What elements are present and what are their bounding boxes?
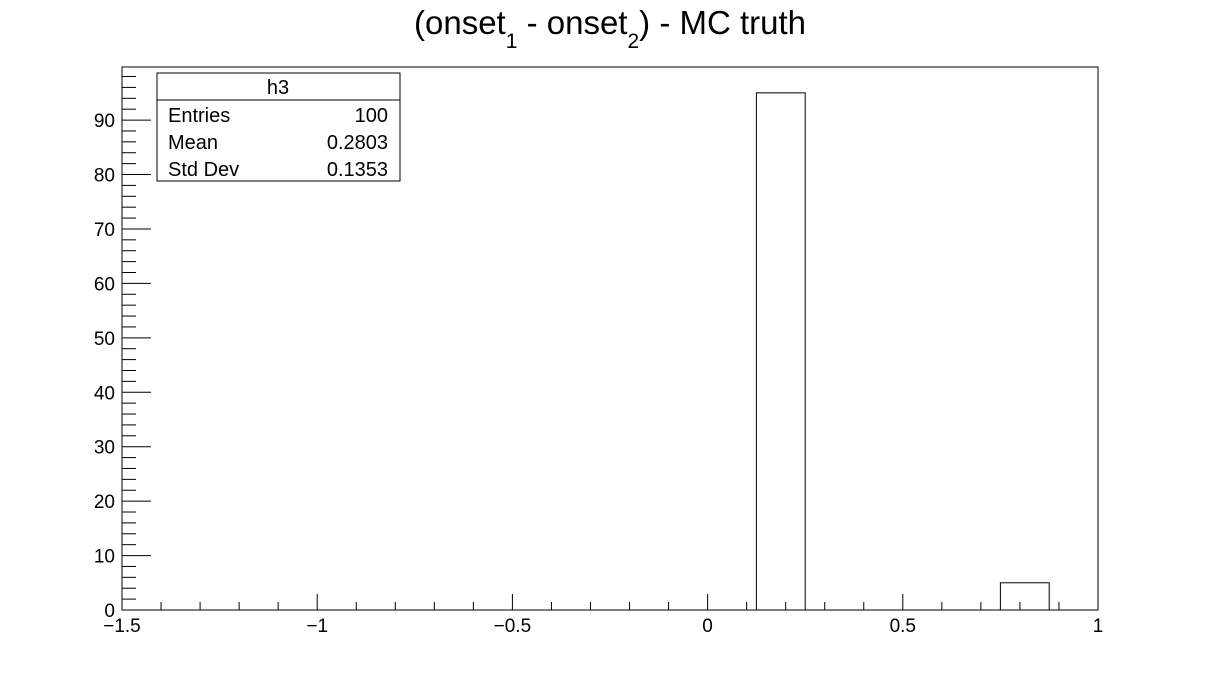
stats-entries-value: 100: [355, 105, 388, 127]
x-tick-label: −1.5: [103, 616, 141, 637]
y-tick-label: 0: [104, 601, 115, 622]
stats-mean-value: 0.2803: [327, 132, 388, 154]
stats-entries-label: Entries: [168, 105, 230, 127]
y-tick-label: 10: [94, 547, 115, 568]
chart-title-close: ) - MC truth: [639, 4, 806, 41]
stats-box-frame: [156, 72, 401, 182]
chart-title-subscript-2: 2: [627, 30, 639, 53]
y-tick-label: 20: [94, 492, 115, 513]
chart-title-subscript-1: 1: [506, 30, 518, 53]
histogram-bars: [755, 92, 1050, 611]
y-tick-label: 70: [94, 220, 115, 241]
chart-title-open: (onset: [414, 4, 506, 41]
x-tick-label: 0.5: [890, 616, 916, 637]
histogram-bar-1: [999, 582, 1050, 611]
x-axis: −1.5 −1 −0.5 0 0.5 1: [103, 594, 1103, 637]
chart-title: (onset1 - onset2) - MC truth: [414, 4, 806, 53]
y-tick-label: 90: [94, 111, 115, 132]
stats-stddev-value: 0.1353: [327, 159, 388, 181]
y-tick-label: 50: [94, 329, 115, 350]
stats-box-name: h3: [267, 77, 289, 99]
stats-stddev-label: Std Dev: [168, 159, 239, 181]
x-tick-label: 1: [1093, 616, 1104, 637]
plot-frame: [121, 66, 1099, 611]
stats-mean-label: Mean: [168, 132, 218, 154]
y-tick-label: 80: [94, 166, 115, 187]
y-tick-label: 40: [94, 383, 115, 404]
y-tick-label: 60: [94, 274, 115, 295]
y-tick-label: 30: [94, 438, 115, 459]
y-axis: 0 10 20 30 40 50 60 70 80 90: [94, 76, 151, 622]
histogram-bar-0: [755, 92, 806, 611]
chart-title-middle: - onset: [517, 4, 627, 41]
stats-box: h3 Entries 100 Mean 0.2803 Std Dev 0.135…: [156, 72, 401, 182]
x-tick-label: −0.5: [494, 616, 532, 637]
x-tick-label: −1: [306, 616, 328, 637]
x-tick-label: 0: [702, 616, 713, 637]
